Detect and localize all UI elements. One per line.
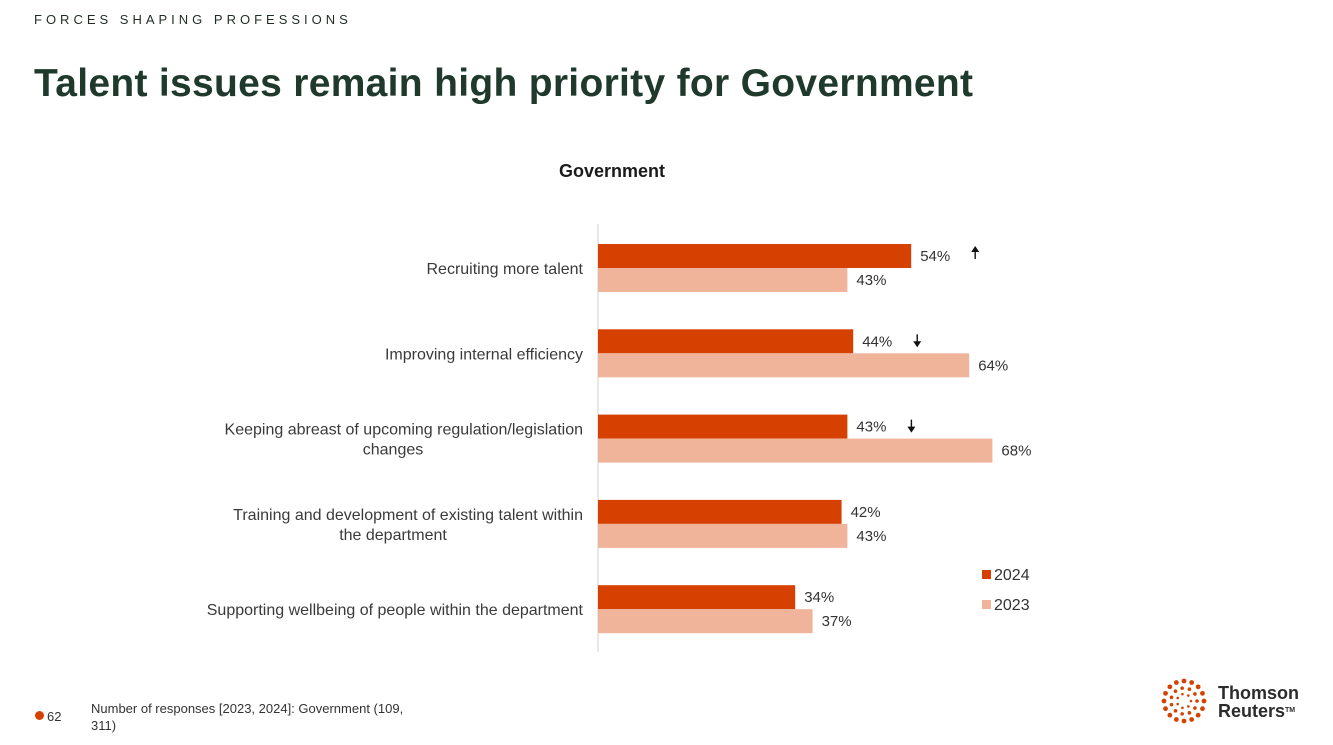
logo-line-2: Reuters [1218, 701, 1286, 721]
legend-swatch-2024 [982, 570, 991, 579]
data-label-2023-1: 64% [978, 357, 1008, 374]
bar-2024-4 [598, 585, 796, 610]
bar-2024-1 [598, 329, 854, 354]
bar-2023-4 [598, 609, 813, 634]
data-label-2023-4: 37% [822, 613, 852, 630]
trend-down-arrow-icon-1 [913, 334, 922, 348]
data-label-2023-3: 43% [856, 528, 886, 545]
data-label-2023-0: 43% [856, 272, 886, 289]
bar-2023-1 [598, 353, 970, 378]
bar-2024-0 [598, 244, 912, 268]
legend-label-2024: 2024 [994, 567, 1030, 584]
page-title: Talent issues remain high priority for G… [34, 62, 974, 105]
chart-title: Government [559, 161, 665, 181]
data-label-2024-1: 44% [862, 333, 892, 350]
logo-line-1: Thomson [1218, 683, 1299, 703]
legend-label-2023: 2023 [994, 597, 1030, 614]
data-label-2024-2: 43% [856, 419, 886, 436]
category-label-1: Improving internal efficiency [385, 346, 583, 363]
trend-down-arrow-icon-2 [907, 419, 916, 433]
category-label-2: Keeping abreast of upcoming regulation/l… [225, 422, 583, 459]
bar-2024-3 [598, 499, 842, 524]
page-number: 62 [47, 709, 62, 724]
category-label-4: Supporting wellbeing of people within th… [207, 602, 584, 619]
logo-wordmark: Thomson ReutersTM [1218, 684, 1299, 720]
bar-2023-0 [598, 268, 848, 292]
thomson-reuters-logo-icon [1161, 678, 1207, 724]
category-label-3: Training and development of existing tal… [233, 507, 583, 544]
data-label-2024-3: 42% [851, 504, 881, 521]
page-dot-icon [35, 711, 44, 720]
trend-up-arrow-icon-0 [971, 246, 980, 259]
bar-2023-3 [598, 523, 848, 548]
bar-2023-2 [598, 438, 993, 463]
bar-2024-2 [598, 414, 848, 439]
legend-swatch-2023 [982, 600, 991, 609]
data-label-2023-2: 68% [1001, 443, 1031, 460]
category-label-0: Recruiting more talent [426, 261, 583, 278]
data-label-2024-4: 34% [804, 589, 834, 606]
data-label-2024-0: 54% [920, 248, 950, 265]
section-eyebrow: FORCES SHAPING PROFESSIONS [34, 12, 352, 27]
logo-tm: TM [1285, 707, 1296, 714]
footnote: Number of responses [2023, 2024]: Govern… [91, 701, 404, 733]
